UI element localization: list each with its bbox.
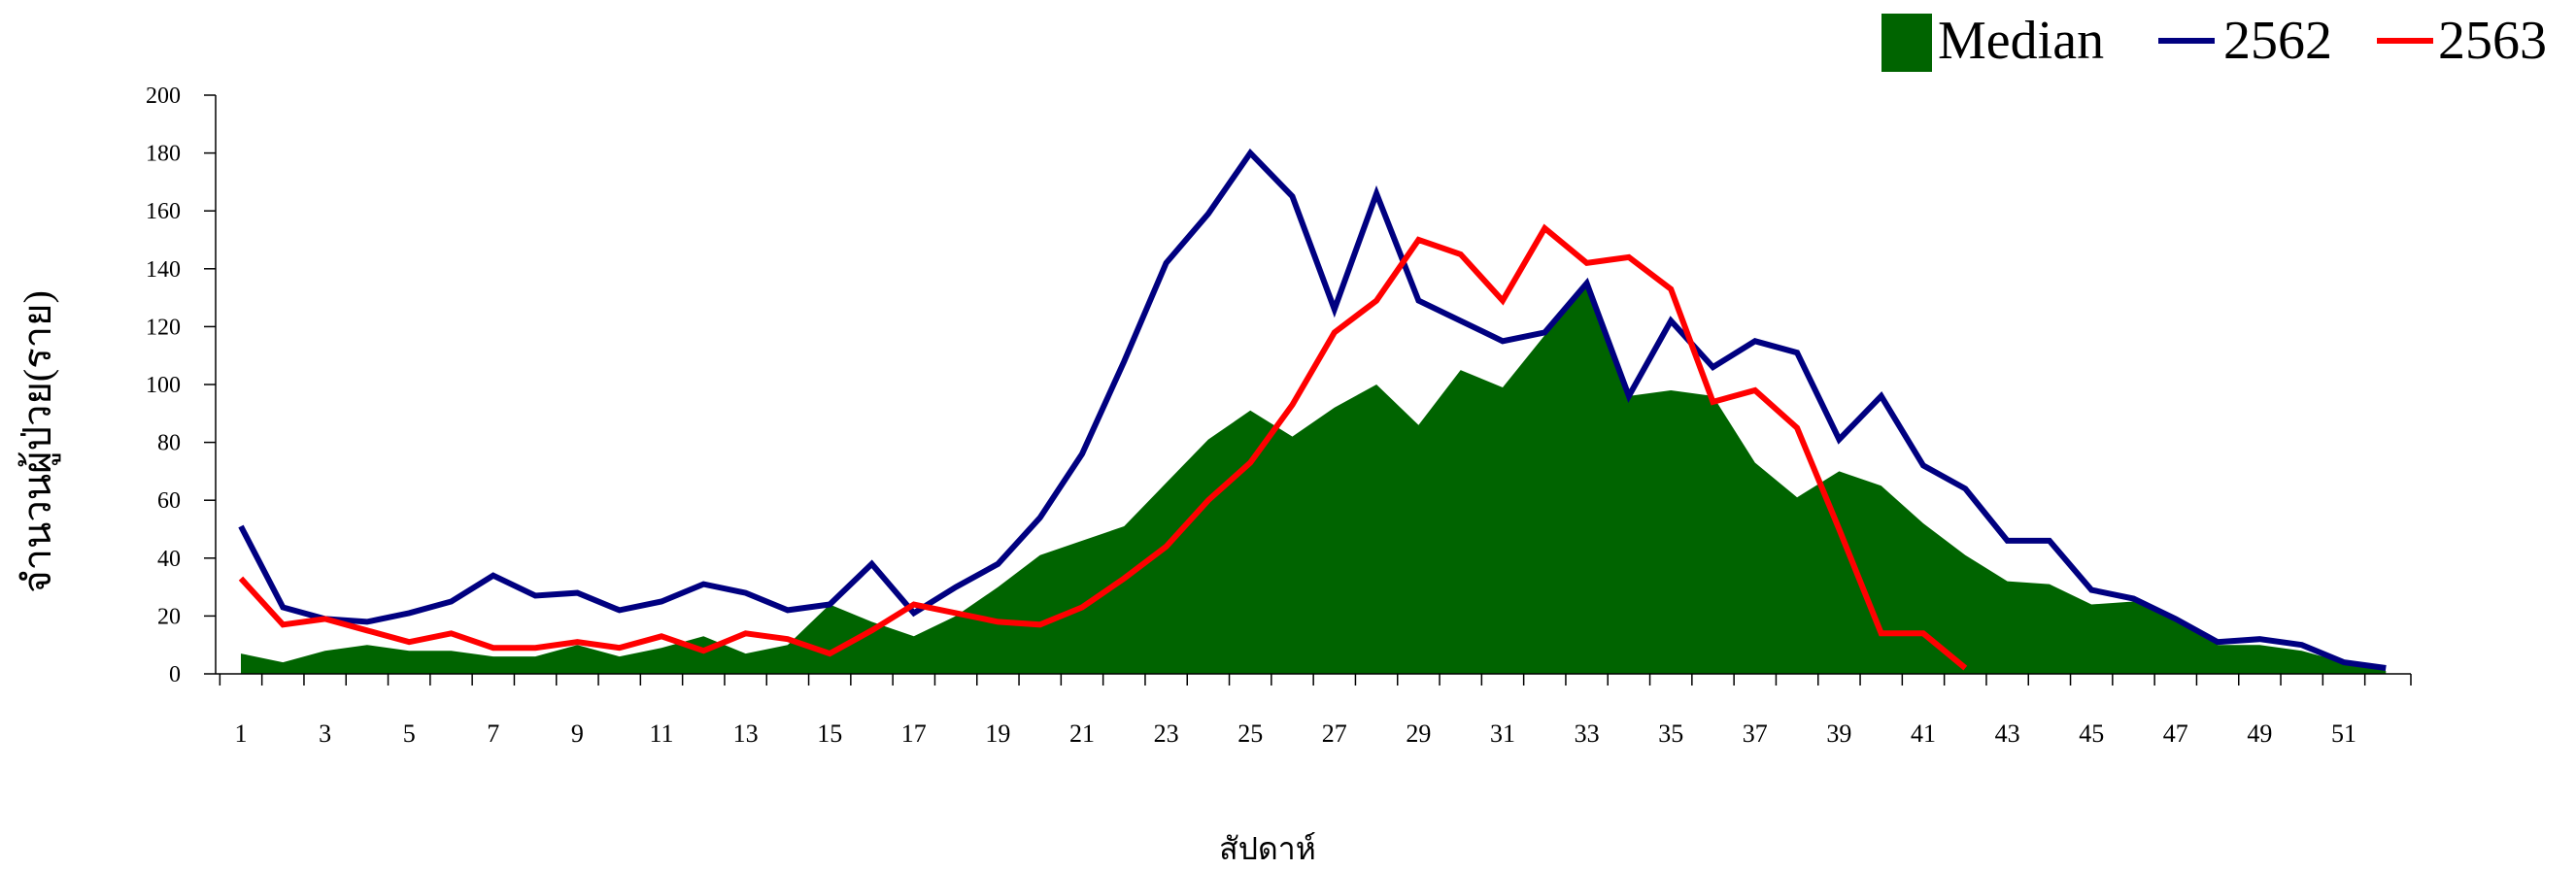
legend: Median 2562 2563 — [1881, 11, 2547, 72]
x-tick-label: 27 — [1322, 719, 1347, 748]
x-tick-label: 17 — [901, 719, 927, 748]
area-layer — [241, 283, 2387, 674]
x-tick-label: 25 — [1237, 719, 1263, 748]
x-tick-label: 29 — [1406, 719, 1431, 748]
x-tick-label: 45 — [2079, 719, 2104, 748]
x-tick-label: 9 — [571, 719, 584, 748]
x-tick-label: 49 — [2247, 719, 2272, 748]
x-tick-label: 19 — [985, 719, 1010, 748]
x-tick-label: 7 — [487, 719, 499, 748]
line-layer — [238, 148, 2387, 671]
x-tick-label: 41 — [1911, 719, 1936, 748]
y-tick-label: 180 — [146, 142, 181, 167]
x-tick-label: 37 — [1743, 719, 1768, 748]
x-tick-label: 23 — [1154, 719, 1179, 748]
x-tick-label: 39 — [1826, 719, 1851, 748]
x-axis-label: สัปดาห์ — [1219, 831, 1316, 865]
y-tick-label: 120 — [146, 315, 181, 340]
y-tick-label: 60 — [157, 488, 181, 514]
y-tick-label: 140 — [146, 257, 181, 283]
y-tick-label: 40 — [157, 547, 181, 572]
y-tick-label: 100 — [146, 373, 181, 398]
y-tick-label: 200 — [146, 84, 181, 109]
x-tick-label: 1 — [235, 719, 248, 748]
y-tick-label: 160 — [146, 199, 181, 224]
legend-label-2563: 2563 — [2438, 11, 2547, 71]
x-tick-label: 5 — [403, 719, 416, 748]
series-median-area — [241, 283, 2387, 674]
legend-label-Median: Median — [1938, 11, 2104, 71]
series-2562-line — [238, 148, 2387, 671]
x-tick-label: 33 — [1575, 719, 1600, 748]
y-tick-label: 20 — [157, 604, 181, 629]
y-tick-label: 80 — [157, 431, 181, 456]
x-tick-label: 21 — [1069, 719, 1095, 748]
x-tick-label: 3 — [319, 719, 331, 748]
y-tick-label: 0 — [169, 662, 181, 687]
x-tick-label: 43 — [1995, 719, 2020, 748]
x-tick-label: 35 — [1658, 719, 1683, 748]
legend-label-2562: 2562 — [2223, 11, 2332, 71]
x-tick-label: 15 — [817, 719, 842, 748]
x-tick-label: 13 — [733, 719, 759, 748]
x-tick-label: 47 — [2163, 719, 2188, 748]
x-tick-label: 11 — [649, 719, 673, 748]
label-layer: จำนวนผู้ป่วย(ราย) สัปดาห์ — [16, 290, 1316, 866]
y-axis-label: จำนวนผู้ป่วย(ราย) — [16, 290, 60, 593]
x-tick-label: 31 — [1490, 719, 1515, 748]
x-tick-label: 51 — [2331, 719, 2356, 748]
series-2563-line — [238, 223, 1968, 671]
legend-swatch-median — [1881, 14, 1932, 72]
